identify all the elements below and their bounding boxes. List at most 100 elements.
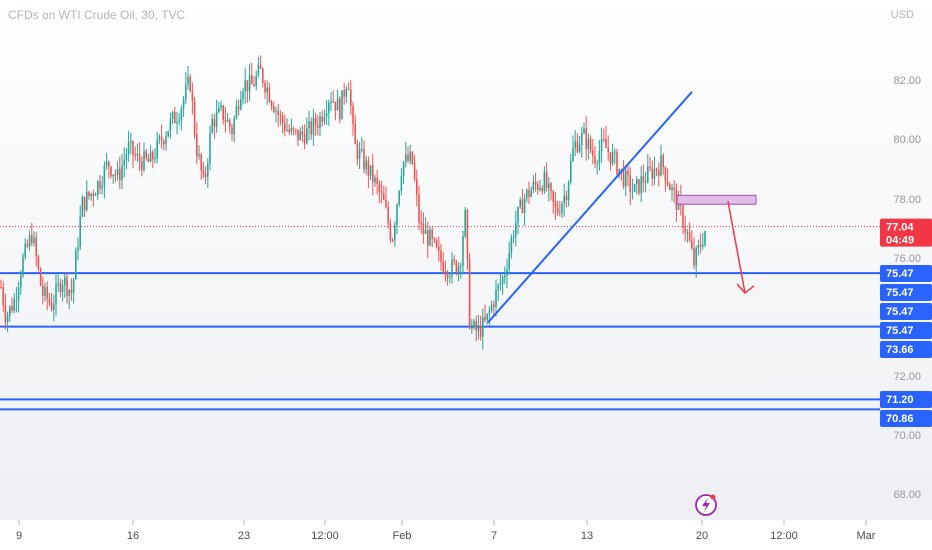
candle-body [433, 238, 436, 241]
candle-body [413, 163, 416, 180]
candle-body [466, 209, 469, 259]
time-axis-strip [0, 520, 932, 550]
candle-body [110, 166, 112, 176]
candle-body [149, 152, 152, 162]
candle-body [255, 75, 257, 87]
candle-body [123, 160, 125, 166]
candle-body [600, 138, 603, 151]
candle-body [77, 246, 79, 252]
candle-body [686, 232, 689, 234]
x-tick-label: 12:00 [311, 530, 339, 542]
candle-body [633, 184, 636, 192]
candle-body [460, 265, 462, 267]
candle-body [112, 174, 114, 176]
candle-body [477, 325, 480, 331]
candle-body [246, 80, 249, 92]
candle-body [92, 193, 95, 196]
candle-body [684, 227, 686, 233]
flash-logo-icon[interactable] [695, 494, 717, 516]
candle-body [182, 99, 185, 109]
candle-body [121, 165, 123, 181]
candle-body [11, 306, 13, 311]
candle-body [94, 194, 97, 196]
candle-body [191, 90, 194, 102]
y-tick-label: 80.00 [893, 134, 921, 146]
candle-body [523, 198, 526, 214]
candle-body [325, 113, 328, 117]
candle-body [17, 287, 20, 300]
candle-body [387, 207, 389, 224]
candle-body [308, 121, 310, 129]
candle-body [312, 117, 315, 135]
candle-body [358, 149, 361, 159]
candle-body [147, 158, 150, 162]
candle-body [237, 106, 240, 110]
level-price-tag [880, 410, 932, 427]
candle-body [515, 223, 517, 237]
candle-body [660, 155, 662, 176]
candle-body [207, 163, 209, 177]
level-price-tag [880, 284, 932, 301]
symbol-title[interactable]: CFDs on WTI Crude Oil, 30, TVC [8, 8, 186, 22]
candle-body [26, 243, 29, 247]
candle-body [473, 321, 475, 328]
candle-body [235, 106, 238, 119]
candle-body [636, 179, 638, 185]
candle-body [578, 145, 581, 152]
candle-body [4, 305, 7, 322]
candles [0, 55, 706, 350]
candle-body [440, 250, 442, 262]
candle-body [695, 248, 697, 266]
candle-body [83, 196, 86, 210]
candle-body [97, 181, 99, 195]
candle-body [422, 224, 425, 235]
x-tick-label: 23 [238, 530, 250, 542]
candle-body [438, 247, 440, 251]
candle-body [506, 269, 508, 276]
candle-body [257, 64, 260, 76]
candle-body [556, 207, 559, 213]
candle-body [644, 182, 647, 184]
candle-body [345, 89, 348, 97]
candle-body [108, 161, 110, 167]
candle-body [592, 150, 594, 156]
candle-body [185, 84, 187, 100]
candle-body [475, 321, 477, 331]
candle-body [204, 173, 207, 177]
x-tick-label: Feb [393, 530, 412, 542]
candle-body [136, 153, 139, 156]
candle-body [176, 121, 178, 123]
candle-body [114, 174, 117, 176]
candle-body [99, 181, 101, 189]
down-arrow-head[interactable] [736, 283, 755, 294]
candle-body [376, 177, 378, 184]
candle-body [253, 84, 255, 87]
candle-body [444, 271, 447, 273]
candle-body [471, 327, 473, 329]
down-arrow-shaft[interactable] [727, 201, 746, 294]
candle-body [233, 118, 235, 135]
candle-body [251, 74, 253, 85]
candle-body [189, 76, 191, 91]
y-tick-label: 82.00 [893, 75, 921, 87]
candle-body [391, 239, 394, 241]
candle-body [35, 237, 37, 257]
candle-body [699, 244, 702, 247]
candle-body [55, 284, 57, 305]
level-price-value: 75.47 [886, 306, 914, 318]
candle-body [534, 181, 537, 185]
candle-body [530, 190, 532, 197]
candle-body [31, 235, 33, 244]
candle-body [369, 165, 372, 176]
candle-body [200, 154, 202, 171]
candle-body [587, 138, 590, 149]
trend-line[interactable] [487, 91, 693, 324]
resistance-zone[interactable] [676, 194, 757, 205]
y-tick-label: 72.00 [893, 371, 921, 383]
candle-body [0, 287, 2, 288]
candle-body [213, 118, 216, 127]
candle-body [605, 138, 607, 148]
candle-body [39, 268, 42, 286]
